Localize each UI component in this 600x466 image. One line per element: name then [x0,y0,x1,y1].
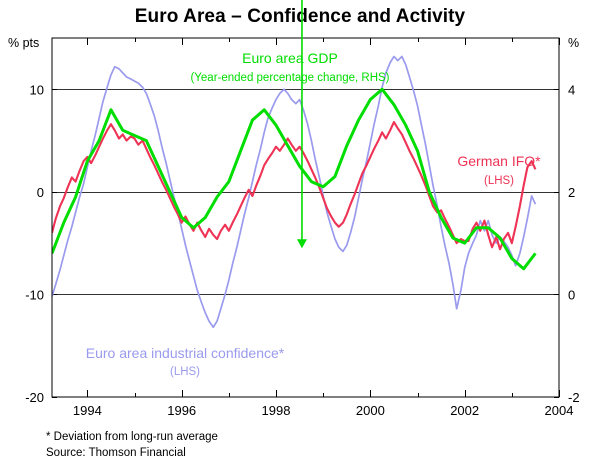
confidence-annotation: Euro area industrial confidence* (LHS) [86,345,285,378]
left-tick-label--20: -20 [25,390,44,405]
data-series-group [52,55,537,329]
left-tick-label-0: 0 [37,185,44,200]
series-line-euro-area-gdp [52,87,537,271]
x-tick-label-1996: 1996 [167,403,196,418]
x-tick-label-2000: 2000 [356,403,385,418]
right-axis-unit-label: % [568,36,579,50]
series-line-euro-area-industrial-confidence [52,55,537,329]
footnote-source: Source: Thomson Financial [46,447,186,459]
plot-area-background [52,38,559,397]
footnote-deviation: * Deviation from long-run average [46,431,218,443]
x-axis-tick-labels: 1994 1996 1998 2000 2002 2004 [73,403,574,418]
confidence-annotation-line2: (LHS) [170,366,200,378]
ifo-annotation-line1: German IFO* [457,153,541,169]
left-axis-tick-labels: 10 0 -10 -20 [25,82,57,405]
ifo-annotation: German IFO* (LHS) [457,153,541,187]
right-tick-label-4: 4 [568,82,575,97]
gdp-annotation: Euro area GDP (Year-ended percentage cha… [190,0,390,249]
gridlines [52,89,559,295]
x-tick-label-2002: 2002 [450,403,479,418]
chart-title: Euro Area – Confidence and Activity [135,6,466,27]
right-tick-label-2: 2 [568,185,575,200]
right-tick-label-0: 0 [568,287,575,302]
gdp-annotation-arrow [296,0,307,249]
plot-frame [51,37,560,398]
x-tick-label-1998: 1998 [262,403,291,418]
left-tick-label--10: -10 [25,287,44,302]
gdp-annotation-line1: Euro area GDP [242,50,338,66]
right-tick-label--2: -2 [568,390,580,405]
gdp-annotation-line2: (Year-ended percentage change, RHS) [190,72,389,84]
x-tick-label-2004: 2004 [545,403,574,418]
x-tick-label-1994: 1994 [73,403,102,418]
gdp-arrow-head [296,239,307,249]
confidence-annotation-line1: Euro area industrial confidence* [86,345,285,361]
left-axis-unit-label: % pts [8,36,39,50]
ifo-annotation-line2: (LHS) [484,175,514,187]
left-tick-label-10: 10 [30,82,44,97]
